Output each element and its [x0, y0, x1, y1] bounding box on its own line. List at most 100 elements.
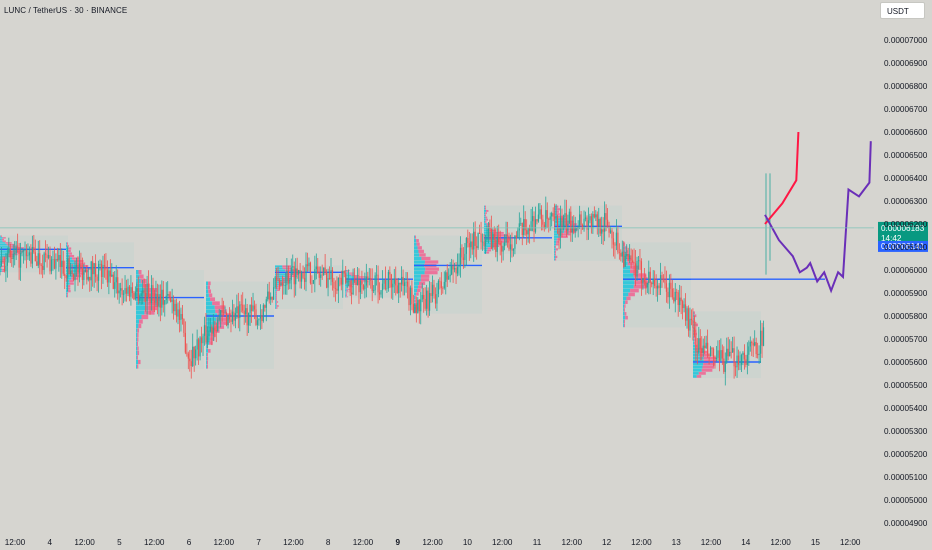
candle-body — [511, 244, 513, 251]
price-tick-label: 0.00006100 — [884, 243, 928, 252]
price-tick-label: 0.00007000 — [884, 36, 928, 45]
candle-body — [593, 214, 595, 218]
profile-bar-down — [217, 313, 231, 317]
candle-body — [130, 287, 132, 297]
candle-body — [523, 219, 525, 236]
candle-body — [140, 293, 142, 297]
profile-bar-up — [554, 243, 557, 246]
candle-body — [674, 291, 676, 302]
candle-body — [431, 284, 434, 297]
candle-body — [90, 261, 92, 281]
candle-body — [433, 284, 435, 295]
price-tick-label: 0.00006900 — [884, 59, 928, 68]
candle-body — [258, 318, 260, 321]
time-tick-label: 12:00 — [74, 538, 95, 547]
profile-bar-up — [554, 250, 555, 253]
profile-bar-up — [0, 267, 2, 269]
candle-body — [280, 282, 282, 286]
profile-bar-down — [554, 245, 556, 248]
profile-bar-down — [694, 338, 696, 342]
candle-body — [598, 218, 600, 227]
candle-body — [259, 315, 261, 319]
profile-bar-down — [485, 212, 487, 215]
profile-bar-down — [206, 353, 208, 357]
profile-bar-down — [139, 274, 144, 279]
profile-bar-up — [345, 276, 355, 278]
candle-body — [590, 216, 593, 229]
price-tick-label: 0.00005500 — [884, 381, 928, 390]
profile-bar-up — [136, 364, 138, 369]
candle-body — [393, 278, 395, 284]
profile-bar-up — [0, 270, 2, 272]
candle-body — [687, 308, 690, 331]
profile-bar-down — [562, 220, 574, 223]
candle-body — [496, 236, 498, 252]
profile-bar-up — [275, 301, 277, 303]
profile-bar-up — [623, 304, 625, 308]
candle-body — [312, 280, 314, 284]
profile-bar-down — [420, 274, 430, 278]
profile-bar-down — [630, 288, 639, 293]
candle-body — [692, 320, 694, 328]
profile-bar-up — [206, 360, 207, 365]
candle-body — [559, 217, 562, 236]
candle-body — [336, 288, 338, 291]
profile-bar-down — [216, 321, 229, 325]
time-tick-label: 12:00 — [492, 538, 513, 547]
profile-bar-down — [137, 337, 139, 342]
candle-body — [389, 272, 391, 275]
candle-body — [311, 283, 313, 284]
candle-body — [175, 303, 178, 317]
candle-body — [324, 267, 326, 273]
price-axis[interactable]: 0.00007000 0.00006900 0.00006800 0.00006700… — [884, 36, 928, 528]
profile-bar-down — [554, 250, 556, 253]
candle-body — [631, 260, 634, 262]
candle-body — [256, 320, 259, 325]
candle-body — [306, 264, 309, 267]
candle-body — [262, 305, 264, 322]
candle-body — [133, 293, 135, 300]
profile-bar-up — [693, 362, 704, 366]
candle-body — [295, 268, 297, 285]
currency-button[interactable]: USDT — [880, 2, 925, 19]
candle-body — [224, 312, 226, 314]
profile-bar-up — [414, 260, 425, 264]
candle-body — [167, 294, 169, 296]
candle-body — [353, 280, 356, 282]
candle-body — [2, 260, 4, 263]
profile-bar-down — [701, 369, 713, 372]
price-tick-label: 0.00006200 — [884, 220, 928, 229]
candle-body — [292, 266, 294, 268]
price-tick-label: 0.00005100 — [884, 473, 928, 482]
candle-body — [214, 327, 216, 331]
candle-body — [343, 270, 345, 274]
candle-body — [406, 281, 409, 287]
time-axis[interactable]: 12:00 4 12:00 5 12:00 6 12:00 7 12:00 8 12:00 9 12:0… — [5, 538, 861, 547]
profile-bar-up — [0, 268, 3, 271]
candle-body — [682, 301, 684, 309]
candle-body — [24, 250, 26, 251]
profile-bar-up — [414, 271, 425, 275]
profile-bar-up — [623, 284, 634, 289]
candle-body — [30, 252, 32, 264]
candle-body — [156, 293, 159, 308]
candle-body — [273, 287, 275, 300]
candle-body — [487, 228, 490, 237]
profile-bar-up — [554, 220, 563, 223]
candle-body — [62, 260, 64, 274]
candle-body — [315, 266, 317, 270]
profile-bar-down — [623, 323, 625, 328]
candle-body — [451, 265, 453, 275]
profile-bar-down — [695, 344, 698, 348]
profile-bar-down — [349, 272, 354, 274]
profile-bar-down — [214, 305, 226, 310]
profile-bar-down — [554, 258, 557, 261]
price-tick-label: 0.00006500 — [884, 151, 928, 160]
profile-bar-down — [71, 277, 78, 280]
candle-body — [762, 327, 765, 346]
candle-body — [377, 274, 379, 293]
candle-body — [727, 348, 729, 357]
candle-body — [14, 253, 16, 254]
profile-bar-up — [206, 313, 218, 317]
